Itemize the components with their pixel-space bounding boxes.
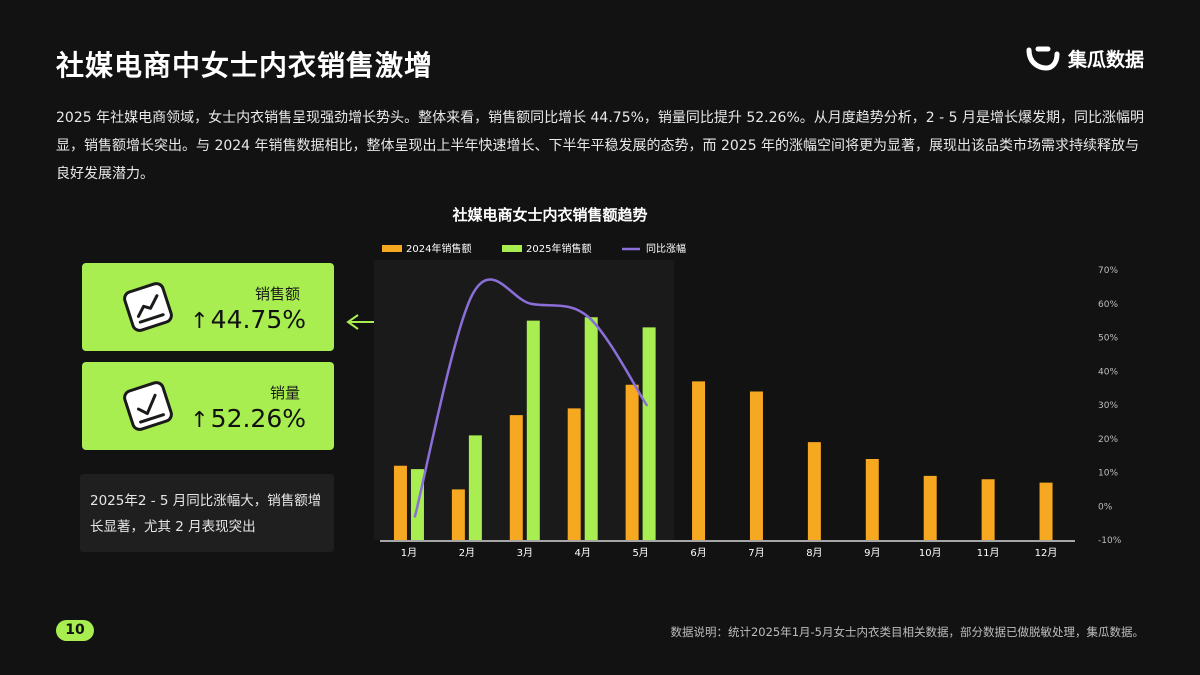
- bar-2024: [692, 381, 706, 540]
- chart-bars: [393, 317, 1053, 540]
- x-axis: 1月 2月 3月 4月 5月 6月 7月 8月 9月 10月 11月 12月: [380, 540, 1075, 559]
- y-tick-label: 70%: [1098, 266, 1118, 276]
- legend-label: 2025年销售额: [526, 242, 591, 255]
- x-tick-label: 1月: [401, 547, 417, 559]
- page-title: 社媒电商中女士内衣销售激增: [56, 49, 434, 82]
- x-tick-label: 5月: [632, 547, 648, 559]
- bar-2024: [981, 479, 995, 540]
- brand-name: 集瓜数据: [1067, 48, 1144, 71]
- bar-2024: [749, 391, 763, 540]
- sales-trend-chart: 社媒电商女士内衣销售额趋势 2024年销售额 2025年销售额 同比涨幅 1月 2月 3…: [374, 206, 1122, 559]
- y-tick-label: 30%: [1098, 401, 1118, 411]
- bar-2024: [567, 408, 581, 540]
- x-tick-label: 4月: [575, 547, 591, 559]
- y-tick-label: 10%: [1098, 469, 1118, 479]
- volume-value: ↑ 52.26%: [190, 404, 306, 433]
- x-tick-label: 2月: [459, 547, 475, 559]
- legend-bar-swatch: [502, 245, 522, 252]
- brand-logo: 集瓜数据: [1026, 44, 1144, 72]
- highlight-region: [374, 260, 674, 540]
- y-tick-label: 50%: [1098, 334, 1118, 344]
- description-text: 2025 年社媒电商领域，女士内衣销售呈现强劲增长势头。整体来看，销售额同比增长…: [56, 110, 1144, 182]
- bar-2024: [1039, 482, 1053, 540]
- checklist-doc-icon: [123, 381, 173, 431]
- bar-2024: [923, 475, 937, 540]
- sales-percent: 44.75%: [210, 305, 306, 334]
- x-tick-label: 8月: [806, 547, 822, 559]
- x-tick-label: 9月: [864, 547, 880, 559]
- x-tick-label: 7月: [748, 547, 764, 559]
- legend-label: 2024年销售额: [406, 242, 471, 255]
- chart-legend: 2024年销售额 2025年销售额 同比涨幅: [382, 242, 686, 255]
- volume-label: 销量: [269, 384, 300, 402]
- bar-2024: [625, 384, 639, 540]
- y-tick-label: 0%: [1098, 502, 1113, 512]
- sales-label: 销售额: [254, 285, 300, 303]
- arrow-up-icon: ↑: [190, 408, 209, 433]
- volume-percent: 52.26%: [210, 404, 306, 433]
- bar-2024: [451, 489, 465, 540]
- legend-bar-swatch: [382, 245, 402, 252]
- arrow-up-icon: ↑: [190, 309, 209, 334]
- yoy-growth-line: [413, 278, 648, 518]
- x-tick-label: 12月: [1035, 547, 1058, 559]
- bar-2025: [468, 435, 482, 540]
- insight-note: 2025年2 - 5 月同比涨幅大，销售额增长显著，尤其 2 月表现突出: [80, 474, 334, 552]
- y-tick-label: -10%: [1098, 536, 1122, 546]
- bar-2025: [584, 317, 598, 540]
- sales-stat-card: 销售额 ↑ 44.75%: [82, 263, 334, 351]
- y-tick-label: 40%: [1098, 367, 1118, 377]
- bar-2024: [865, 459, 879, 540]
- y-axis-right: 70% 60% 50% 40% 30% 20% 10% 0% -10%: [1098, 266, 1122, 546]
- bar-2024: [807, 442, 821, 540]
- y-tick-label: 60%: [1098, 300, 1118, 310]
- chart-title: 社媒电商女士内衣销售额趋势: [451, 206, 647, 224]
- page-number: 10: [56, 620, 94, 641]
- bar-2025: [642, 327, 656, 540]
- legend-label: 同比涨幅: [646, 242, 686, 255]
- bar-2024: [509, 415, 523, 540]
- y-tick-label: 20%: [1098, 435, 1118, 445]
- chart-doc-icon: [123, 282, 173, 332]
- volume-stat-card: 销量 ↑ 52.26%: [82, 362, 334, 450]
- bar-2025: [526, 320, 540, 540]
- sales-value: ↑ 44.75%: [190, 305, 306, 334]
- brand-mark-icon: [1026, 46, 1060, 71]
- bar-2024: [393, 465, 407, 540]
- x-tick-label: 3月: [517, 547, 533, 559]
- x-tick-label: 10月: [919, 547, 942, 559]
- chart-line-layer: [413, 278, 648, 518]
- footer-note: 数据说明：统计2025年1月-5月女士内衣类目相关数据，部分数据已做脱敏处理，集…: [670, 625, 1144, 639]
- x-tick-label: 11月: [977, 547, 1000, 559]
- x-tick-label: 6月: [690, 547, 706, 559]
